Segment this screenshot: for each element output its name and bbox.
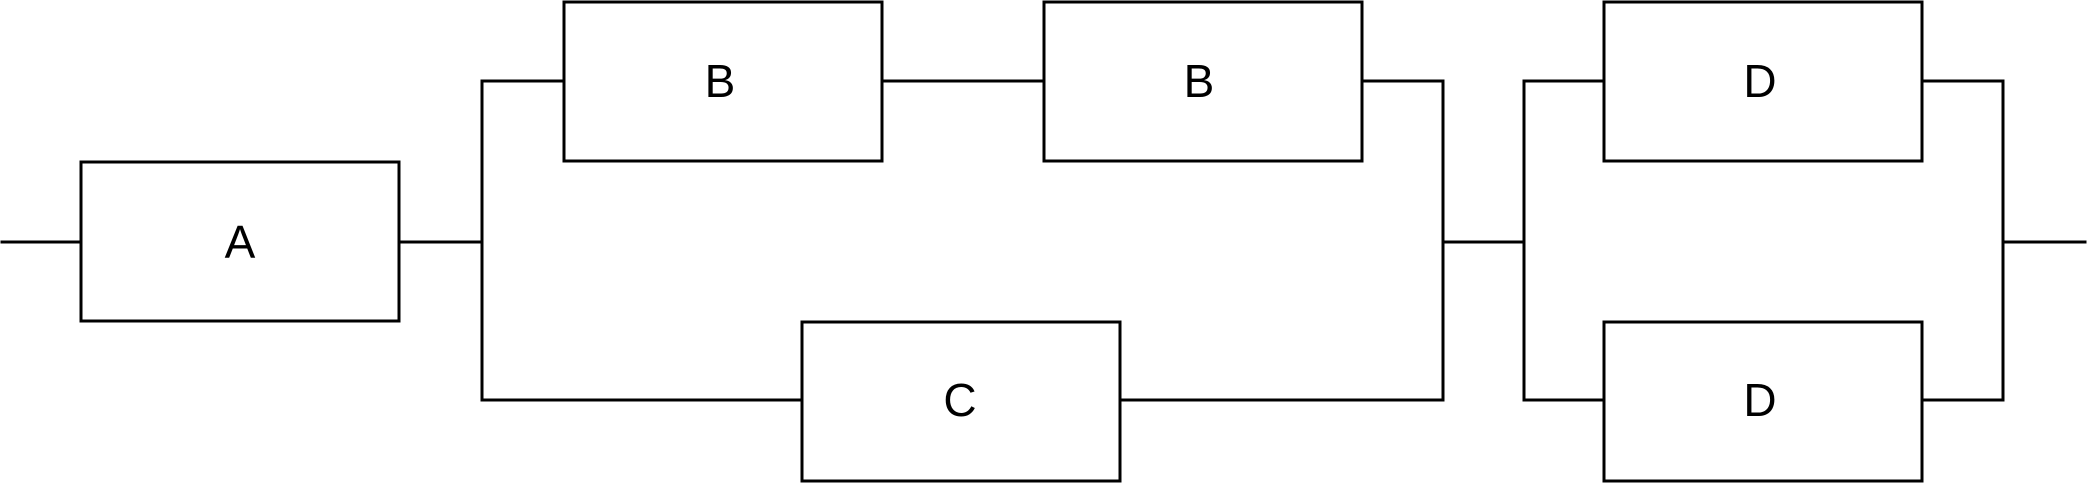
block-b2-label: B: [1184, 55, 1215, 107]
block-b1-label: B: [705, 55, 736, 107]
block-d2-box: [1602, 320, 1924, 483]
block-c-label: C: [943, 374, 976, 426]
block-a: A: [79, 160, 401, 323]
block-d1: D: [1602, 0, 1924, 163]
block-b1-box: [562, 0, 884, 163]
block-d2: D: [1602, 320, 1924, 483]
block-d2-label: D: [1743, 374, 1776, 426]
block-b2: B: [1042, 0, 1364, 163]
block-a-box: [79, 160, 401, 323]
block-b2-box: [1042, 0, 1364, 163]
block-b1: B: [562, 0, 884, 163]
block-d1-box: [1602, 0, 1924, 163]
block-c: C: [800, 320, 1122, 483]
block-a-label: A: [225, 216, 256, 268]
block-d1-label: D: [1743, 55, 1776, 107]
block-c-box: [800, 320, 1122, 483]
